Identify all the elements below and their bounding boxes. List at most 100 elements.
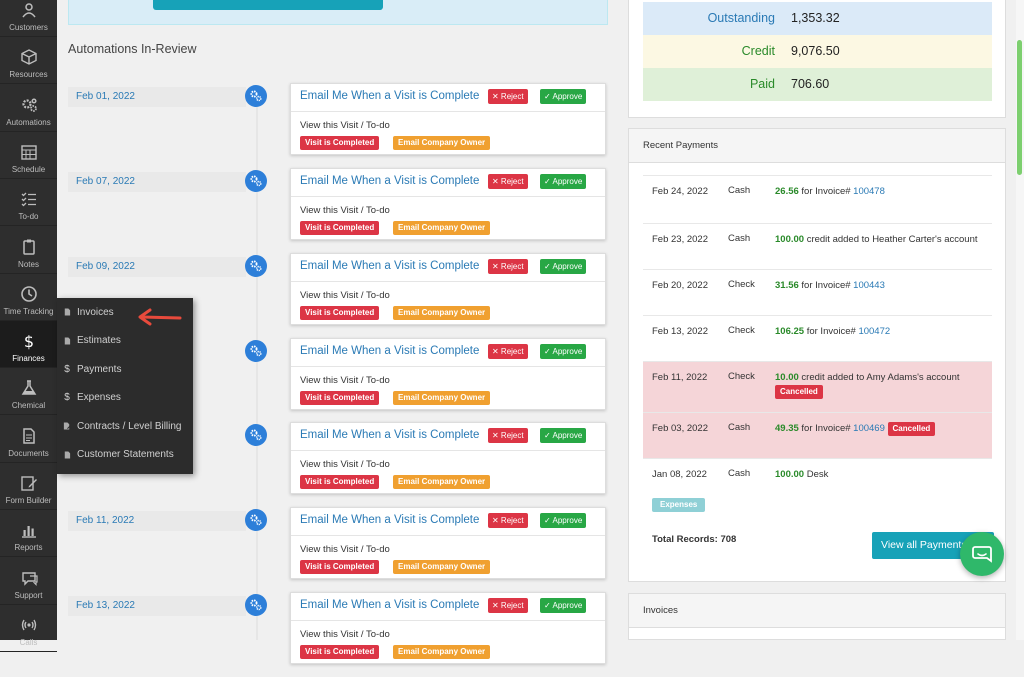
automation-title-link[interactable]: Email Me When a Visit is Complete bbox=[300, 175, 480, 187]
payment-amount: 100.00 bbox=[775, 469, 805, 480]
reject-button[interactable]: ✕ Reject bbox=[488, 428, 528, 443]
view-visit-link[interactable]: View this Visit / To-do bbox=[300, 459, 390, 470]
sidebar-item-label: Resources bbox=[9, 70, 48, 80]
trigger-badge: Visit is Completed bbox=[300, 475, 380, 489]
flask-icon bbox=[20, 379, 38, 397]
flyout-item-payments[interactable]: $ Payments bbox=[57, 355, 193, 384]
sidebar-item-label: Form Builder bbox=[5, 496, 52, 505]
file-icon bbox=[63, 307, 71, 317]
sidebar-item-label: Documents bbox=[8, 448, 49, 458]
flyout-item-customer-statements[interactable]: Customer Statements bbox=[57, 441, 193, 470]
gear-icon bbox=[245, 509, 267, 531]
invoices-title: Invoices bbox=[629, 594, 1005, 628]
automation-card: Email Me When a Visit is Complete ✕ Rejec… bbox=[290, 338, 606, 410]
page-scrollbar[interactable] bbox=[1016, 0, 1024, 640]
payment-row: Feb 13, 2022 Check 106.25 for Invoice# 100… bbox=[643, 315, 992, 362]
view-visit-link[interactable]: View this Visit / To-do bbox=[300, 629, 390, 640]
invoice-link[interactable]: 100478 bbox=[853, 186, 885, 197]
sidebar-item-schedule[interactable]: Schedule bbox=[0, 132, 57, 179]
invoice-link[interactable]: 100443 bbox=[853, 280, 885, 291]
automation-title-link[interactable]: Email Me When a Visit is Complete bbox=[300, 260, 480, 272]
automation-date: Feb 11, 2022 bbox=[68, 511, 246, 531]
checklist-icon bbox=[20, 190, 38, 208]
automation-title-link[interactable]: Email Me When a Visit is Complete bbox=[300, 90, 480, 102]
banner-button[interactable] bbox=[153, 0, 383, 10]
payment-method: Cash bbox=[728, 422, 751, 433]
payment-date: Feb 11, 2022 bbox=[652, 372, 708, 383]
flyout-item-label: Invoices bbox=[77, 306, 114, 318]
summary-row-paid: Paid 706.60 bbox=[643, 68, 992, 101]
approve-button[interactable]: ✓ Approve bbox=[540, 513, 587, 528]
svg-text:$: $ bbox=[23, 332, 33, 350]
scrollbar-thumb[interactable] bbox=[1017, 40, 1022, 175]
view-visit-link[interactable]: View this Visit / To-do bbox=[300, 544, 390, 555]
timeline-line bbox=[256, 96, 258, 640]
view-visit-link[interactable]: View this Visit / To-do bbox=[300, 120, 390, 131]
sidebar-item-time-tracking[interactable]: Time Tracking bbox=[0, 274, 57, 321]
gears-icon bbox=[20, 96, 38, 114]
card-body: View this Visit / To-do Visit is Complete… bbox=[291, 112, 605, 156]
sidebar-item-customers[interactable]: Customers bbox=[0, 0, 57, 37]
sidebar-item-reports[interactable]: Reports bbox=[0, 510, 57, 558]
sidebar-item-label: Schedule bbox=[11, 164, 46, 174]
automation-title-link[interactable]: Email Me When a Visit is Complete bbox=[300, 599, 480, 611]
sidebar-item-to-do[interactable]: To-do bbox=[0, 179, 57, 227]
reject-button[interactable]: ✕ Reject bbox=[488, 174, 528, 189]
view-visit-link[interactable]: View this Visit / To-do bbox=[300, 290, 390, 301]
action-badge: Email Company Owner bbox=[393, 391, 491, 405]
cube-icon bbox=[20, 48, 38, 66]
approve-button[interactable]: ✓ Approve bbox=[540, 89, 587, 104]
automation-date: Feb 13, 2022 bbox=[68, 596, 246, 616]
approve-button[interactable]: ✓ Approve bbox=[540, 598, 587, 613]
flyout-item-expenses[interactable]: $ Expenses bbox=[57, 384, 193, 413]
reject-button[interactable]: ✕ Reject bbox=[488, 259, 528, 274]
sidebar-item-notes[interactable]: Notes bbox=[0, 227, 57, 274]
payment-date: Feb 13, 2022 bbox=[652, 326, 708, 337]
sidebar-item-label: Reports bbox=[14, 543, 43, 553]
action-badge: Email Company Owner bbox=[393, 221, 491, 235]
invoice-link[interactable]: 100472 bbox=[858, 326, 891, 337]
reject-button[interactable]: ✕ Reject bbox=[488, 598, 528, 613]
flyout-item-label: Expenses bbox=[77, 392, 121, 404]
view-visit-link[interactable]: View this Visit / To-do bbox=[300, 375, 390, 386]
approve-button[interactable]: ✓ Approve bbox=[540, 174, 587, 189]
reject-button[interactable]: ✕ Reject bbox=[488, 513, 528, 528]
sidebar-item-automations[interactable]: Automations bbox=[0, 85, 57, 132]
payment-row: Feb 23, 2022 Cash 100.00 credit added to H… bbox=[643, 223, 992, 270]
automation-card: Email Me When a Visit is Complete ✕ Rejec… bbox=[290, 592, 606, 664]
card-body: View this Visit / To-do Visit is Complete… bbox=[291, 367, 605, 411]
approve-button[interactable]: ✓ Approve bbox=[540, 428, 587, 443]
sidebar-item-calls[interactable]: Calls bbox=[0, 605, 57, 652]
view-visit-link[interactable]: View this Visit / To-do bbox=[300, 205, 390, 216]
info-banner bbox=[68, 0, 608, 25]
automation-title-link[interactable]: Email Me When a Visit is Complete bbox=[300, 345, 480, 357]
chat-launcher-button[interactable] bbox=[960, 532, 1004, 576]
automation-title-link[interactable]: Email Me When a Visit is Complete bbox=[300, 514, 480, 526]
sidebar-item-resources[interactable]: Resources bbox=[0, 37, 57, 85]
reject-button[interactable]: ✕ Reject bbox=[488, 344, 528, 359]
chat-bubble-icon bbox=[20, 569, 38, 587]
flyout-item-contracts-level-billing[interactable]: Contracts / Level Billing bbox=[57, 412, 193, 441]
sidebar-item-documents[interactable]: Documents bbox=[0, 416, 57, 463]
action-badge: Email Company Owner bbox=[393, 306, 491, 320]
sidebar-item-finances[interactable]: $ Finances bbox=[0, 321, 57, 369]
card-header: Email Me When a Visit is Complete ✕ Rejec… bbox=[291, 339, 605, 367]
users-icon bbox=[20, 1, 38, 19]
sidebar-item-form-builder[interactable]: Form Builder bbox=[0, 463, 57, 510]
sidebar-item-support[interactable]: Support bbox=[0, 558, 57, 605]
payment-row: Jan 08, 2022 Cash 100.00 Desk Expenses bbox=[643, 458, 992, 523]
invoice-link[interactable]: 100469 bbox=[853, 423, 885, 434]
flyout-item-estimates[interactable]: Estimates bbox=[57, 327, 193, 356]
automation-title-link[interactable]: Email Me When a Visit is Complete bbox=[300, 429, 480, 441]
approve-button[interactable]: ✓ Approve bbox=[540, 344, 587, 359]
sidebar-item-chemical[interactable]: Chemical bbox=[0, 368, 57, 416]
flyout-item-invoices[interactable]: Invoices bbox=[57, 298, 193, 327]
approve-button[interactable]: ✓ Approve bbox=[540, 259, 587, 274]
reject-button[interactable]: ✕ Reject bbox=[488, 89, 528, 104]
balance-summary: Outstanding 1,353.32 Credit 9,076.50 Paid 706… bbox=[628, 0, 1006, 118]
invoices-panel: Invoices bbox=[628, 593, 1006, 640]
sidebar-item-label: Notes bbox=[18, 259, 39, 269]
payment-amount: 10.00 bbox=[775, 372, 799, 383]
payment-description: Desk bbox=[804, 469, 829, 480]
card-header: Email Me When a Visit is Complete ✕ Rejec… bbox=[291, 423, 605, 451]
